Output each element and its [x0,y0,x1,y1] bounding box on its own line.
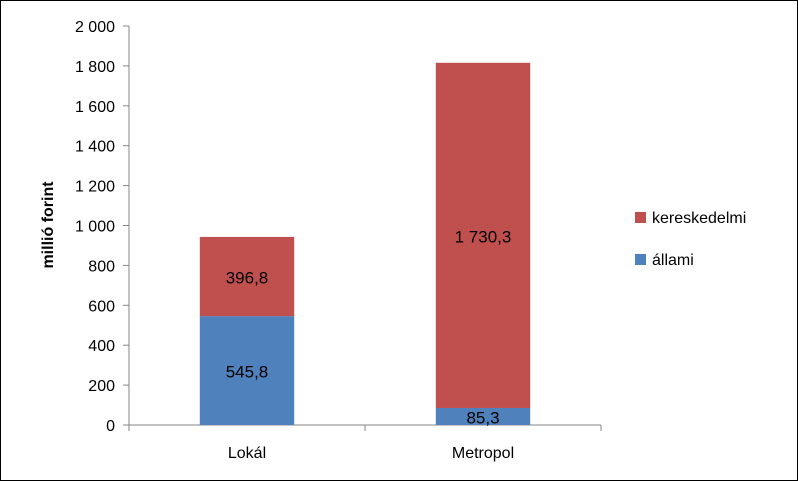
bar-segment [435,407,531,425]
x-tick-label: Metropol [452,445,514,462]
data-label: 85,3 [466,408,499,427]
legend-swatch [635,212,646,223]
data-label: 545,8 [226,363,269,382]
y-tick-label: 1 600 [75,99,115,116]
bar-segment [199,316,295,425]
y-tick-label: 800 [88,258,115,275]
bars [199,62,531,425]
data-labels: 545,8 396,8 85,3 1 730,3 [226,227,512,427]
y-tick-label: 0 [106,418,115,435]
y-tick-label: 1 200 [75,179,115,196]
axes: 0 200 400 600 800 1 000 1 200 1 400 1 600 1 800 2 … [75,19,602,462]
bar-segment [199,236,295,317]
y-tick-label: 600 [88,298,115,315]
y-tick-label: 2 000 [75,19,115,36]
data-label: 396,8 [226,269,269,288]
legend: kereskedelmi állami [635,210,746,269]
y-tick-label: 1 800 [75,59,115,76]
legend-label: állami [652,252,694,269]
y-axis-title: millió forint [40,181,57,269]
y-tick-label: 200 [88,378,115,395]
y-tick-label: 400 [88,338,115,355]
x-tick-label: Lokál [228,445,266,462]
legend-label: kereskedelmi [652,210,746,227]
legend-swatch [635,254,646,265]
y-tick-label: 1 400 [75,139,115,156]
y-tick-label: 1 000 [75,219,115,236]
data-label: 1 730,3 [455,227,512,246]
bar-segment [435,62,531,408]
